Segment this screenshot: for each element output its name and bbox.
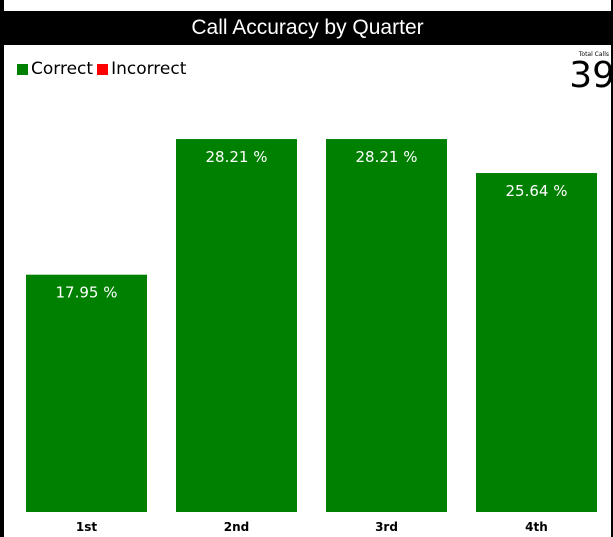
data-label-3rd: 28.21 %	[356, 148, 418, 166]
bar-4th[interactable]	[476, 173, 597, 513]
bar-chart: 17.95 % 1st 28.21 % 2nd 28.21 % 3rd 25.64 % 4th	[26, 139, 597, 534]
bar-1st[interactable]	[26, 274, 147, 512]
bar-3rd[interactable]	[326, 139, 447, 513]
x-tick-1st: 1st	[76, 520, 97, 534]
legend-label-correct: Correct	[31, 59, 94, 79]
legend-swatch-correct	[17, 63, 28, 75]
total-calls-value: 39	[569, 55, 613, 96]
total-calls-label: Total Calls	[578, 51, 609, 58]
data-label-4th: 25.64 %	[506, 182, 568, 200]
chart-legend: Correct Incorrect	[17, 59, 190, 79]
bar-2nd[interactable]	[176, 139, 297, 513]
data-label-1st: 17.95 %	[56, 284, 118, 302]
legend-item-incorrect[interactable]: Incorrect	[97, 59, 186, 79]
x-tick-3rd: 3rd	[375, 520, 398, 534]
x-tick-4th: 4th	[525, 520, 548, 534]
legend-swatch-incorrect	[97, 63, 109, 75]
total-calls-kpi: Total Calls 39	[551, 51, 613, 96]
chart-panel: Call Accuracy by Quarter Correct Incorre…	[4, 0, 613, 537]
legend-label-incorrect: Incorrect	[111, 59, 187, 79]
x-tick-2nd: 2nd	[224, 520, 249, 534]
data-label-2nd: 28.21 %	[206, 148, 268, 166]
legend-item-correct[interactable]: Correct	[17, 59, 93, 79]
chart-title: Call Accuracy by Quarter	[4, 11, 611, 45]
